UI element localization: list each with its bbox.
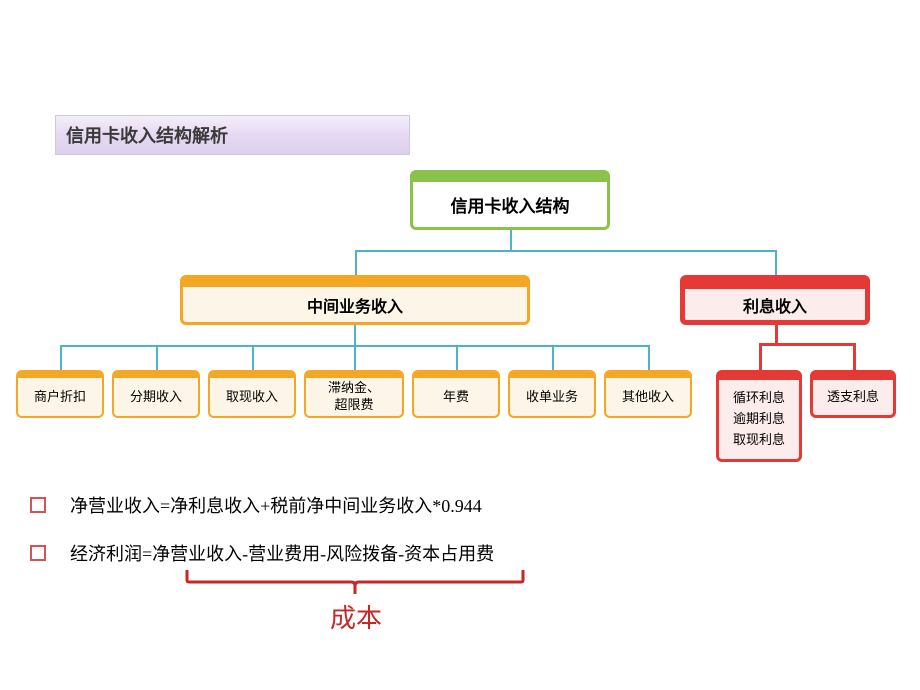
connector bbox=[456, 345, 458, 370]
leaf-orange-5: 收单业务 bbox=[508, 370, 596, 418]
connector bbox=[355, 250, 357, 275]
leaf-orange-1: 分期收入 bbox=[112, 370, 200, 418]
connector bbox=[354, 345, 356, 370]
formula-1: 净营业收入=净利息收入+税前净中间业务收入*0.944 bbox=[30, 492, 482, 518]
connector bbox=[648, 345, 650, 370]
leaf-red-0: 循环利息 逾期利息 取现利息 bbox=[716, 370, 802, 462]
connector bbox=[552, 345, 554, 370]
connector-red bbox=[775, 325, 778, 343]
connector bbox=[60, 345, 62, 370]
formula-2-text: 经济利润=净营业收入-营业费用-风险拨备-资本占用费 bbox=[70, 540, 494, 566]
cost-label: 成本 bbox=[330, 598, 382, 635]
node-root: 信用卡收入结构 bbox=[410, 170, 610, 230]
formula-1-text: 净营业收入=净利息收入+税前净中间业务收入*0.944 bbox=[70, 492, 482, 518]
leaf-red-1: 透支利息 bbox=[810, 370, 896, 418]
node-mid-right: 利息收入 bbox=[680, 275, 870, 325]
leaf-orange-4: 年费 bbox=[412, 370, 500, 418]
node-mid-right-label: 利息收入 bbox=[743, 293, 807, 317]
leaf-orange-2: 取现收入 bbox=[208, 370, 296, 418]
connector bbox=[156, 345, 158, 370]
title-banner: 信用卡收入结构解析 bbox=[55, 115, 410, 155]
connector-red bbox=[759, 343, 853, 346]
connector bbox=[354, 325, 356, 345]
connector bbox=[510, 230, 512, 250]
bullet-marker-icon bbox=[30, 497, 46, 513]
formula-2: 经济利润=净营业收入-营业费用-风险拨备-资本占用费 bbox=[30, 540, 494, 566]
connector bbox=[775, 250, 777, 275]
brace-icon bbox=[185, 568, 525, 598]
title-text: 信用卡收入结构解析 bbox=[66, 122, 228, 148]
connector bbox=[355, 250, 775, 252]
leaf-orange-3: 滞纳金、 超限费 bbox=[304, 370, 404, 418]
connector bbox=[252, 345, 254, 370]
node-mid-left: 中间业务收入 bbox=[180, 275, 530, 325]
node-root-label: 信用卡收入结构 bbox=[451, 192, 570, 217]
leaf-orange-0: 商户折扣 bbox=[16, 370, 104, 418]
bullet-marker-icon bbox=[30, 545, 46, 561]
node-mid-left-label: 中间业务收入 bbox=[307, 293, 403, 317]
leaf-orange-6: 其他收入 bbox=[604, 370, 692, 418]
connector-red bbox=[759, 343, 762, 370]
connector-red bbox=[853, 343, 856, 370]
